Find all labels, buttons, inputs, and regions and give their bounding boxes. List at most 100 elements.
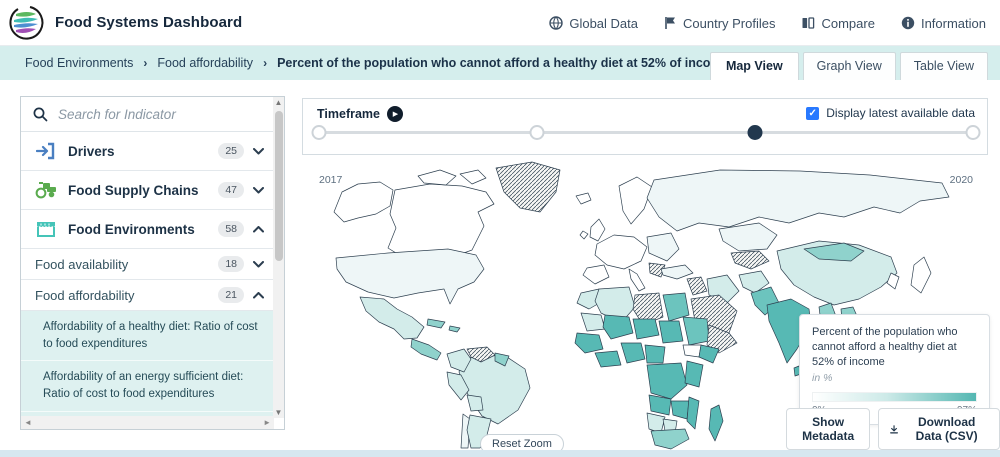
map-region[interactable] xyxy=(660,264,694,280)
play-button[interactable]: ▶ xyxy=(387,106,403,122)
scroll-left-arrow[interactable]: ◄ xyxy=(24,418,32,427)
map-region[interactable] xyxy=(776,240,898,306)
map-region[interactable] xyxy=(718,222,778,252)
map-region[interactable] xyxy=(579,218,606,242)
scroll-up-arrow[interactable]: ▲ xyxy=(274,98,283,107)
map-region[interactable] xyxy=(706,324,738,354)
count-badge: 58 xyxy=(218,221,244,237)
map-region[interactable] xyxy=(686,396,700,430)
map-region[interactable] xyxy=(670,400,690,420)
map-region[interactable] xyxy=(417,169,487,186)
map-region[interactable] xyxy=(359,296,425,340)
map-region[interactable] xyxy=(574,332,604,354)
year-label: 2017 xyxy=(319,174,343,186)
page-bottom-strip xyxy=(0,450,1000,457)
timeframe-label: Timeframe xyxy=(317,107,380,121)
nav-label: Compare xyxy=(821,15,875,31)
map-region[interactable] xyxy=(602,314,634,340)
nav-compare[interactable]: Compare xyxy=(801,15,875,31)
latest-data-checkbox[interactable]: ✓ xyxy=(806,106,820,120)
tab-table-view[interactable]: Table View xyxy=(899,52,988,80)
map-region[interactable] xyxy=(495,161,561,213)
show-metadata-button[interactable]: Show Metadata xyxy=(786,408,871,450)
map-region[interactable] xyxy=(628,268,646,292)
map-region[interactable] xyxy=(684,360,704,388)
map-region[interactable] xyxy=(738,270,770,294)
list-item-indicator[interactable]: Cost of a healthy diet (CoHD) xyxy=(21,411,274,418)
breadcrumb-item[interactable]: Food affordability xyxy=(157,56,254,70)
latest-data-checkbox-wrap[interactable]: ✓ Display latest available data xyxy=(806,106,975,120)
map-region[interactable] xyxy=(494,352,510,367)
app-title: Food Systems Dashboard xyxy=(55,14,243,31)
map-region[interactable] xyxy=(594,350,622,368)
map-region[interactable] xyxy=(910,256,932,294)
map-region[interactable] xyxy=(582,264,610,285)
nav-global-data[interactable]: Global Data xyxy=(549,16,638,31)
map-region[interactable] xyxy=(335,248,485,305)
map-region[interactable] xyxy=(458,354,531,425)
slider-mark-2017[interactable] xyxy=(311,125,327,140)
map-region[interactable] xyxy=(410,338,442,361)
download-data-button[interactable]: Download Data (CSV) xyxy=(878,408,1000,450)
list-item-indicator[interactable]: Affordability of an energy sufficient di… xyxy=(21,361,274,412)
indicator-search[interactable] xyxy=(21,97,274,132)
map-region[interactable] xyxy=(446,348,472,373)
year-slider[interactable]: 2017 2018 2019 2020 xyxy=(311,125,981,186)
slider-mark-2018[interactable] xyxy=(529,125,545,140)
sidebar-item-drivers[interactable]: Drivers 25 xyxy=(21,132,274,171)
map-region[interactable] xyxy=(620,342,646,364)
map-region[interactable] xyxy=(646,232,680,262)
checkbox-label: Display latest available data xyxy=(826,106,975,120)
sidebar-item-label: Food Environments xyxy=(68,221,195,237)
map-region[interactable] xyxy=(662,292,690,322)
map-region[interactable] xyxy=(648,394,672,416)
map-region[interactable] xyxy=(644,344,666,364)
map-region[interactable] xyxy=(618,176,653,225)
map-region[interactable] xyxy=(580,312,606,332)
map-region[interactable] xyxy=(650,428,690,450)
map-region[interactable] xyxy=(466,346,496,363)
nav-country-profiles[interactable]: Country Profiles xyxy=(664,16,775,31)
map-region[interactable] xyxy=(466,394,484,412)
nav-information[interactable]: Information xyxy=(901,16,986,31)
map-region[interactable] xyxy=(426,318,461,333)
map-region[interactable] xyxy=(803,242,865,262)
map-region[interactable] xyxy=(446,371,470,401)
map-region[interactable] xyxy=(575,192,592,205)
scroll-down-arrow[interactable]: ▼ xyxy=(274,408,283,417)
sidebar-vertical-scrollbar[interactable]: ▲ ▼ xyxy=(273,97,284,418)
scrollbar-thumb[interactable] xyxy=(274,111,283,261)
map-region[interactable] xyxy=(333,181,394,223)
sidebar-item-food-affordability[interactable]: Food affordability 21 xyxy=(21,280,274,311)
map-region[interactable] xyxy=(682,316,710,346)
map-region[interactable] xyxy=(387,183,495,259)
map-region[interactable] xyxy=(730,250,770,270)
tab-graph-view[interactable]: Graph View xyxy=(802,52,896,80)
map-region[interactable] xyxy=(698,344,720,364)
map-region[interactable] xyxy=(658,320,684,344)
map-region[interactable] xyxy=(708,404,724,442)
map-region[interactable] xyxy=(686,276,708,296)
sidebar-horizontal-scrollbar[interactable]: ◄ ► xyxy=(21,416,274,429)
map-region[interactable] xyxy=(648,262,666,278)
map-region[interactable] xyxy=(632,318,660,340)
list-item-indicator[interactable]: Affordability of a healthy diet: Ratio o… xyxy=(21,311,274,362)
map-region[interactable] xyxy=(886,272,900,290)
map-region[interactable] xyxy=(594,234,648,270)
map-region[interactable] xyxy=(460,413,471,449)
button-label: Download Data (CSV) xyxy=(915,415,978,443)
map-region[interactable] xyxy=(646,169,950,232)
map-region[interactable] xyxy=(646,362,688,400)
map-region[interactable] xyxy=(682,344,702,358)
search-input[interactable] xyxy=(58,106,262,122)
sidebar-item-food-environments[interactable]: Food Environments 58 xyxy=(21,210,274,249)
nav-label: Country Profiles xyxy=(683,15,776,31)
breadcrumb-item[interactable]: Food Environments xyxy=(25,56,134,70)
slider-mark-2020[interactable] xyxy=(965,125,981,140)
sidebar-item-food-availability[interactable]: Food availability 18 xyxy=(21,249,274,280)
tab-map-view[interactable]: Map View xyxy=(709,52,799,80)
scroll-right-arrow[interactable]: ► xyxy=(263,418,271,427)
main-nav: Global Data Country Profiles Compare Inf… xyxy=(549,0,986,46)
slider-mark-2019[interactable] xyxy=(747,125,763,140)
sidebar-item-food-supply-chains[interactable]: Food Supply Chains 47 xyxy=(21,171,274,210)
